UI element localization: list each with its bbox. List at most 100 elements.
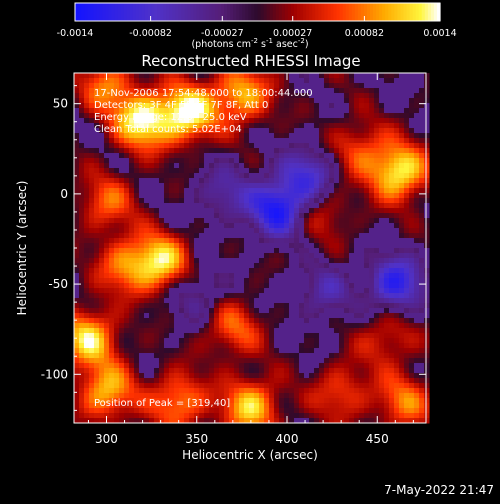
heatmap-cell [384,93,390,99]
heatmap-cell [304,343,310,349]
heatmap-cell [254,278,260,284]
heatmap-cell [74,278,80,284]
heatmap-cell [269,313,275,319]
heatmap-cell [349,208,355,214]
heatmap-cell [299,253,305,259]
heatmap-cell [199,353,205,359]
heatmap-cell [169,328,175,334]
heatmap-cell [419,113,425,119]
heatmap-cell [284,243,290,249]
heatmap-cell [74,198,80,204]
heatmap-cell [194,203,200,209]
heatmap-cell [259,163,265,169]
heatmap-cell [84,133,90,139]
heatmap-cell [184,303,190,309]
heatmap-cell [364,163,370,169]
heatmap-cell [214,78,220,84]
heatmap-cell [239,408,245,414]
heatmap-cell [229,143,235,149]
heatmap-cell [244,228,250,234]
heatmap-cell [329,353,335,359]
heatmap-cell [189,278,195,284]
heatmap-cell [284,353,290,359]
heatmap-cell [274,198,280,204]
heatmap-cell [144,233,150,239]
heatmap-cell [164,273,170,279]
heatmap-cell [409,408,415,414]
heatmap-cell [74,328,80,334]
heatmap-cell [359,398,365,404]
heatmap-cell [224,238,230,244]
heatmap-cell [139,238,145,244]
heatmap-cell [399,358,405,364]
heatmap-cell [229,273,235,279]
heatmap-cell [129,313,135,319]
heatmap-cell [214,368,220,374]
heatmap-cell [304,208,310,214]
heatmap-cell [254,293,260,299]
heatmap-cell [139,278,145,284]
heatmap-cell [369,398,375,404]
heatmap-cell [399,153,405,159]
heatmap-cell [249,203,255,209]
heatmap-cell [159,178,165,184]
heatmap-cell [304,383,310,389]
heatmap-cell [184,358,190,364]
heatmap-cell [359,208,365,214]
heatmap-cell [139,298,145,304]
heatmap-cell [324,168,330,174]
heatmap-cell [379,238,385,244]
heatmap-cell [114,148,120,154]
heatmap-cell [259,198,265,204]
heatmap-cell [189,243,195,249]
heatmap-cell [189,238,195,244]
heatmap-cell [339,163,345,169]
heatmap-cell [174,363,180,369]
heatmap-cell [329,153,335,159]
heatmap-cell [99,243,105,249]
heatmap-cell [339,283,345,289]
heatmap-cell [159,308,165,314]
heatmap-cell [394,368,400,374]
heatmap-cell [84,168,90,174]
heatmap-cell [104,148,110,154]
heatmap-cell [409,188,415,194]
heatmap-cell [94,268,100,274]
heatmap-cell [84,318,90,324]
heatmap-cell [399,368,405,374]
heatmap-cell [214,178,220,184]
heatmap-cell [379,248,385,254]
heatmap-cell [179,413,185,419]
heatmap-cell [374,188,380,194]
heatmap-cell [254,223,260,229]
heatmap-cell [99,173,105,179]
heatmap-cell [364,118,370,124]
heatmap-cell [359,158,365,164]
heatmap-cell [269,78,275,84]
heatmap-cell [369,218,375,224]
heatmap-cell [129,388,135,394]
heatmap-cell [349,253,355,259]
heatmap-cell [94,293,100,299]
heatmap-cell [309,383,315,389]
heatmap-cell [354,323,360,329]
heatmap-cell [379,223,385,229]
heatmap-cell [189,338,195,344]
heatmap-cell [274,143,280,149]
heatmap-cell [379,313,385,319]
heatmap-cell [84,208,90,214]
heatmap-cell [369,343,375,349]
heatmap-cell [104,288,110,294]
heatmap-cell [329,123,335,129]
heatmap-cell [209,373,215,379]
heatmap-cell [279,118,285,124]
heatmap-cell [384,158,390,164]
heatmap-cell [209,173,215,179]
heatmap-cell [94,248,100,254]
heatmap-cell [279,78,285,84]
heatmap-cell [389,243,395,249]
heatmap-cell [174,258,180,264]
heatmap-cell [404,263,410,269]
heatmap-cell [234,173,240,179]
heatmap-cell [309,328,315,334]
